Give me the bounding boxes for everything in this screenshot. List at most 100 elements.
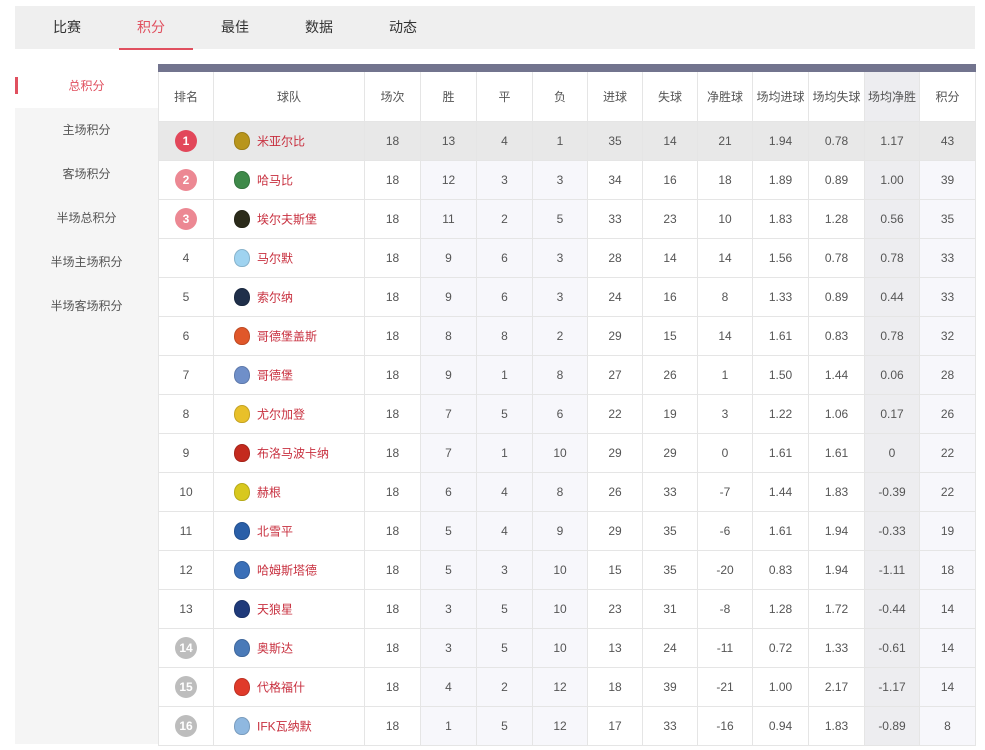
stat-cell: 1 — [532, 120, 588, 161]
team-link[interactable]: IFK瓦纳默 — [257, 719, 312, 733]
team-crest-icon — [234, 560, 250, 579]
column-header: 进球 — [587, 64, 643, 121]
stat-cell: 10 — [697, 198, 753, 239]
stat-cell: 16 — [642, 159, 698, 200]
team-link[interactable]: 尤尔加登 — [257, 407, 306, 421]
rank-cell: 15 — [158, 666, 214, 707]
stat-cell: 14 — [642, 237, 698, 278]
stat-cell: 1.33 — [808, 627, 865, 668]
team-crest-icon — [234, 716, 250, 735]
stat-cell: 0 — [864, 432, 920, 473]
table-row: 15 代格福什 18 4 2 12 18 39 -21 1.00 2.17 -1.17 14 — [158, 666, 976, 707]
rank-badge: 2 — [175, 168, 197, 191]
stat-cell: 5 — [476, 627, 533, 668]
table-header-row: 排名 球队 场次胜平负进球 失球 净胜球 场均进球 场均失球 场均净胜 积分 — [158, 64, 976, 121]
team-link[interactable]: 哈姆斯塔德 — [257, 563, 318, 577]
tab-1[interactable]: 积分 — [109, 6, 193, 50]
stat-cell: 8 — [697, 276, 753, 317]
team-link[interactable]: 埃尔夫斯堡 — [257, 212, 318, 226]
stat-cell: 18 — [364, 315, 421, 356]
stat-cell: 13 — [420, 120, 477, 161]
stat-cell: 6 — [476, 237, 533, 278]
rank-cell: 7 — [158, 354, 214, 395]
stat-cell: 0.89 — [808, 159, 865, 200]
stat-cell: 7 — [420, 432, 477, 473]
rank-cell: 13 — [158, 588, 214, 629]
sidebar-item-0[interactable]: 总积分 — [15, 64, 158, 108]
team-link[interactable]: 哥德堡盖斯 — [257, 329, 318, 343]
team-link[interactable]: 北雪平 — [257, 524, 294, 538]
team-link[interactable]: 哥德堡 — [257, 368, 294, 382]
team-crest-icon — [234, 209, 250, 228]
team-link[interactable]: 马尔默 — [257, 251, 294, 265]
stat-cell: 18 — [364, 198, 421, 239]
rank-cell: 11 — [158, 510, 214, 551]
team-crest-icon — [234, 599, 250, 618]
stat-cell: 18 — [919, 549, 976, 590]
stat-cell: 3 — [532, 159, 588, 200]
stat-cell: 23 — [642, 198, 698, 239]
team-crest-icon — [234, 677, 250, 696]
tab-0[interactable]: 比赛 — [53, 19, 81, 35]
stat-cell: 18 — [364, 627, 421, 668]
stat-cell: 29 — [587, 510, 643, 551]
stat-cell: 1.50 — [752, 354, 809, 395]
stat-cell: 1.83 — [808, 471, 865, 512]
sidebar-item-3[interactable]: 半场总积分 — [56, 211, 117, 225]
team-crest-icon — [234, 521, 250, 540]
team-link[interactable]: 米亚尔比 — [257, 134, 306, 148]
stat-cell: 35 — [919, 198, 976, 239]
stat-cell: -1.11 — [864, 549, 920, 590]
sidebar-item-2[interactable]: 客场积分 — [62, 167, 111, 181]
stat-cell: 10 — [532, 588, 588, 629]
rank-value: 5 — [182, 289, 190, 304]
rank-value: 4 — [182, 250, 190, 265]
stat-cell: 10 — [532, 432, 588, 473]
stat-cell: 9 — [420, 237, 477, 278]
sidebar-item-4[interactable]: 半场主场积分 — [50, 255, 123, 269]
stat-cell: 4 — [420, 666, 477, 707]
team-link[interactable]: 奥斯达 — [257, 641, 294, 655]
rank-value: 8 — [182, 406, 190, 421]
team-crest-icon — [234, 365, 250, 384]
stat-cell: 5 — [476, 705, 533, 746]
stat-cell: 11 — [420, 198, 477, 239]
stat-cell: 22 — [919, 471, 976, 512]
team-link[interactable]: 天狼星 — [257, 602, 294, 616]
stat-cell: 3 — [420, 588, 477, 629]
rank-value: 10 — [179, 484, 193, 499]
rank-badge: 1 — [175, 129, 197, 152]
sidebar-item-1[interactable]: 主场积分 — [62, 123, 111, 137]
team-link[interactable]: 索尔纳 — [257, 290, 294, 304]
stat-cell: 18 — [364, 510, 421, 551]
tab-3[interactable]: 数据 — [305, 19, 333, 35]
stat-cell: 33 — [642, 471, 698, 512]
rank-cell: 2 — [158, 159, 214, 200]
stat-cell: 3 — [476, 159, 533, 200]
stat-cell: 1.56 — [752, 237, 809, 278]
stat-cell: 1.61 — [752, 432, 809, 473]
rank-cell: 8 — [158, 393, 214, 434]
stat-cell: 1.17 — [864, 120, 920, 161]
sidebar-item-5[interactable]: 半场客场积分 — [50, 299, 123, 313]
team-link[interactable]: 赫根 — [257, 485, 282, 499]
stat-cell: 1.94 — [808, 549, 865, 590]
stat-cell: 29 — [642, 432, 698, 473]
team-cell: 哈马比 — [213, 159, 365, 200]
stat-cell: 29 — [587, 432, 643, 473]
stat-cell: 0.83 — [752, 549, 809, 590]
team-link[interactable]: 哈马比 — [257, 173, 294, 187]
stat-cell: 9 — [532, 510, 588, 551]
team-link[interactable]: 代格福什 — [257, 680, 306, 694]
stat-cell: 1 — [476, 432, 533, 473]
stat-cell: 18 — [364, 588, 421, 629]
stat-cell: 0.72 — [752, 627, 809, 668]
stat-cell: 8 — [919, 705, 976, 746]
tab-4[interactable]: 动态 — [389, 19, 417, 35]
stat-cell: 4 — [476, 510, 533, 551]
team-link[interactable]: 布洛马波卡纳 — [257, 446, 330, 460]
stat-cell: 9 — [420, 276, 477, 317]
tab-2[interactable]: 最佳 — [221, 19, 249, 35]
stat-cell: 34 — [587, 159, 643, 200]
stat-cell: 1.61 — [808, 432, 865, 473]
